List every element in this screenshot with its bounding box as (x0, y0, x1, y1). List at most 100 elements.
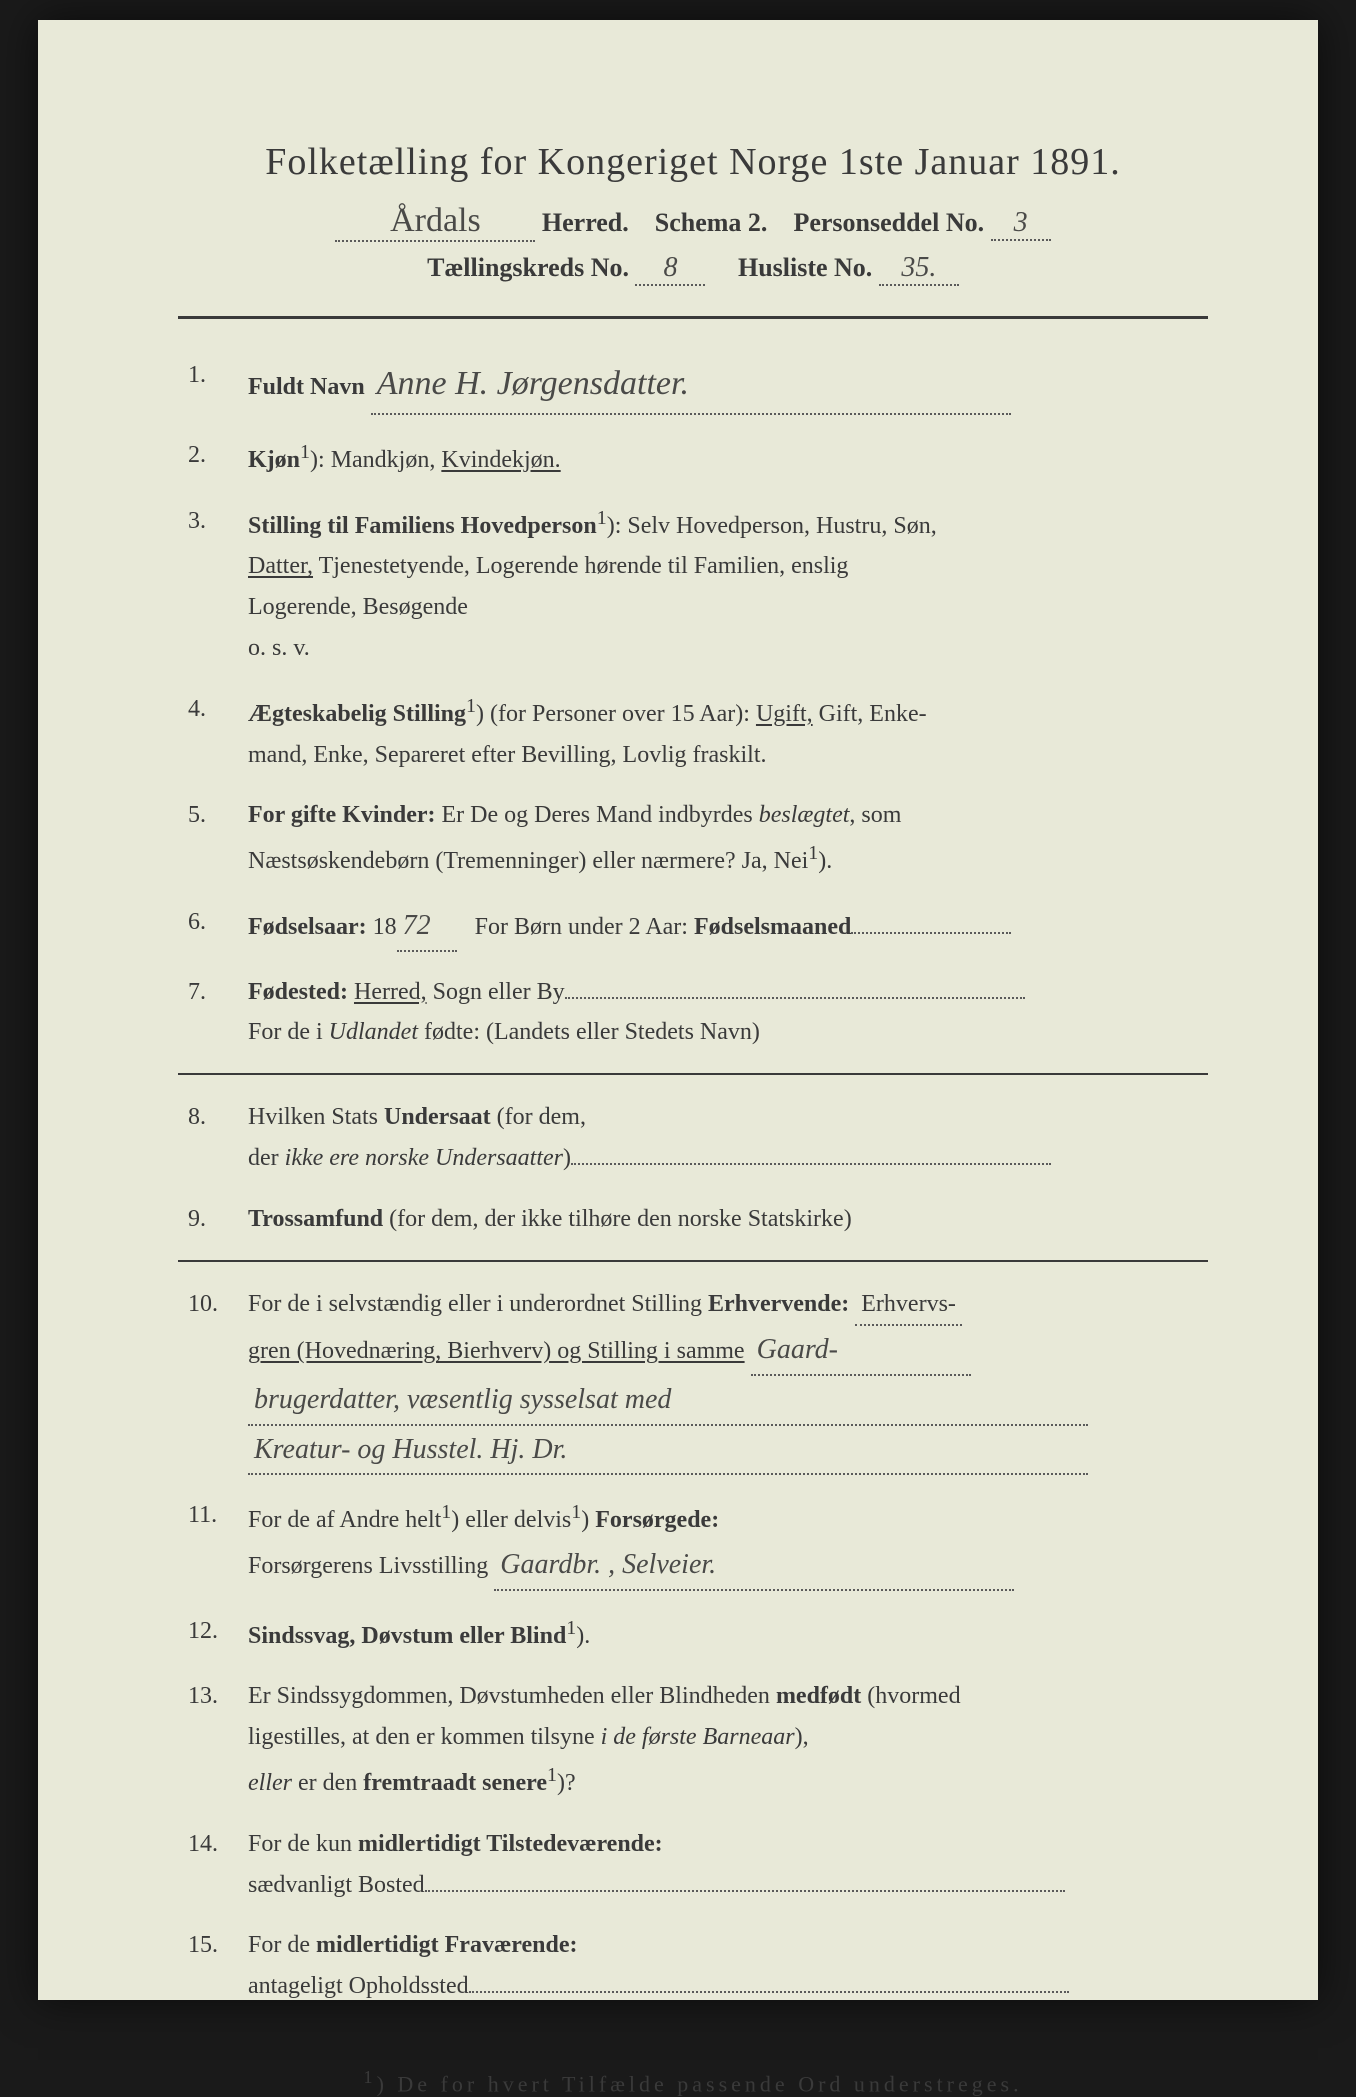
field-5: For gifte Kvinder: Er De og Deres Mand i… (188, 795, 1208, 882)
f8-b: Undersaat (384, 1104, 491, 1130)
f10-c: Erhvervs- (855, 1284, 962, 1327)
f2-label: Kjøn (248, 447, 300, 473)
f15-a: For de (248, 1932, 310, 1958)
f3-label: Stilling til Familiens Hovedperson (248, 513, 597, 539)
f6-blank (851, 932, 1011, 934)
field-13: Er Sindssygdommen, Døvstumheden eller Bl… (188, 1676, 1208, 1803)
f3-line2b: Tjenestetyende, Logerende hørende til Fa… (319, 553, 849, 579)
f4-line2: mand, Enke, Separeret efter Bevilling, L… (248, 742, 767, 768)
f4-paren: (for Personer over 15 Aar): (490, 701, 750, 727)
f11-b: eller delvis (465, 1507, 571, 1533)
herred-value: Årdals (335, 202, 535, 242)
f13-line2a: ligestilles, at den er kommen tilsyne (248, 1724, 595, 1750)
f10-a: For de i selvstændig eller i underordnet… (248, 1291, 702, 1317)
f13-line3a: eller (248, 1770, 292, 1796)
person-label: Personseddel No. (793, 208, 984, 237)
f8-line2b: ) (563, 1145, 571, 1171)
f1-label: Fuldt Navn (248, 374, 365, 400)
husliste-no: 35. (879, 252, 959, 286)
f11-c: Forsørgede: (595, 1507, 719, 1533)
f4-rest: Gift, Enke- (819, 701, 927, 727)
f11-a: For de af Andre helt (248, 1507, 441, 1533)
kreds-no: 8 (635, 252, 705, 286)
f4-ugift: Ugift, (756, 701, 813, 727)
field-11: For de af Andre helt1) eller delvis1) Fo… (188, 1495, 1208, 1590)
field-7: Fødested: Herred, Sogn eller By For de i… (188, 972, 1208, 1054)
f11-hand: Gaardbr. , Selveier. (494, 1541, 1014, 1591)
field-2: Kjøn1): Mandkjøn, Kvindekjøn. (188, 435, 1208, 481)
field-1: Fuldt Navn Anne H. Jørgensdatter. (188, 355, 1208, 415)
field-10: For de i selvstændig eller i underordnet… (188, 1284, 1208, 1476)
f10-b: Erhvervende: (708, 1291, 849, 1317)
f2-kvinde: Kvindekjøn. (441, 447, 560, 473)
divider-mid1 (178, 1073, 1208, 1075)
f11-line2: Forsørgerens Livsstilling (248, 1553, 488, 1579)
f3-text: Selv Hovedperson, Hustru, Søn, (627, 513, 936, 539)
f10-hand1: Gaard- (751, 1326, 971, 1376)
f14-blank (425, 1890, 1065, 1892)
f3-datter: Datter, (248, 553, 313, 579)
f13-c: (hvormed (867, 1683, 960, 1709)
field-14: For de kun midlertidigt Tilstedeværende:… (188, 1824, 1208, 1906)
subheader-line-2: Tællingskreds No. 8 Husliste No. 35. (178, 252, 1208, 286)
f10-hand3: Kreatur- og Husstel. Hj. Dr. (248, 1426, 1088, 1476)
f15-line2: antageligt Opholdssted (248, 1973, 469, 1999)
f5-text: Er De og Deres Mand indbyrdes (442, 802, 753, 828)
person-no: 3 (991, 207, 1051, 241)
f13-line3c: fremtraadt senere (363, 1770, 547, 1796)
f8-blank (571, 1163, 1051, 1165)
f5-line2: Næstsøskendebørn (Tremenninger) eller næ… (248, 848, 808, 874)
field-15: For de midlertidigt Fraværende: antageli… (188, 1925, 1208, 2007)
f6-year: 72 (397, 902, 457, 952)
f8-line2i: ikke ere norske Undersaatter (285, 1145, 563, 1171)
f6-prefix: 18 (373, 914, 397, 940)
f6-label: Fødselsaar: (248, 914, 367, 940)
field-list-3: For de i selvstændig eller i underordnet… (188, 1284, 1208, 2007)
f13-b: medfødt (776, 1683, 861, 1709)
field-list: Fuldt Navn Anne H. Jørgensdatter. Kjøn1)… (188, 355, 1208, 1053)
f2-mand: Mandkjøn, (331, 447, 436, 473)
footnote-sup: 1 (363, 2067, 376, 2087)
field-3: Stilling til Familiens Hovedperson1): Se… (188, 501, 1208, 669)
f5-label: For gifte Kvinder: (248, 802, 436, 828)
f15-blank (469, 1991, 1069, 1993)
f3-line4: o. s. v. (248, 635, 310, 661)
f13-line2b: ), (795, 1724, 809, 1750)
census-form-page: Folketælling for Kongeriget Norge 1ste J… (38, 20, 1318, 2000)
field-list-2: Hvilken Stats Undersaat (for dem, der ik… (188, 1097, 1208, 1239)
f15-b: midlertidigt Fraværende: (316, 1932, 578, 1958)
f1-value: Anne H. Jørgensdatter. (371, 355, 1011, 415)
field-9: Trossamfund (for dem, der ikke tilhøre d… (188, 1199, 1208, 1240)
f12-label: Sindssvag, Døvstum eller Blind (248, 1623, 566, 1649)
husliste-label: Husliste No. (738, 253, 872, 282)
f13-line2i: i de første Barneaar (601, 1724, 795, 1750)
footnote: 1) De for hvert Tilfælde passende Ord un… (178, 2067, 1208, 2097)
f3-line3: Logerende, Besøgende (248, 594, 468, 620)
f7-line2b: fødte: (Landets eller Stedets Navn) (424, 1019, 760, 1045)
f8-line2a: der (248, 1145, 279, 1171)
page-title: Folketælling for Kongeriget Norge 1ste J… (178, 140, 1208, 184)
f7-b: Sogn eller By (433, 979, 565, 1005)
field-6: Fødselsaar: 1872 For Børn under 2 Aar: F… (188, 902, 1208, 952)
schema-label: Schema 2. (655, 208, 768, 237)
f6-text: For Børn under 2 Aar: (475, 914, 688, 940)
divider-mid2 (178, 1260, 1208, 1262)
f7-line2a: For de i (248, 1019, 323, 1045)
field-12: Sindssvag, Døvstum eller Blind1). (188, 1611, 1208, 1657)
f10-hand2: brugerdatter, væsentlig sysselsat med (248, 1376, 1088, 1426)
f7-label: Fødested: (248, 979, 348, 1005)
f8-c: (for dem, (497, 1104, 586, 1130)
divider-top (178, 316, 1208, 319)
field-8: Hvilken Stats Undersaat (for dem, der ik… (188, 1097, 1208, 1179)
herred-label: Herred. (542, 208, 629, 237)
f5-i: beslægtet (759, 802, 850, 828)
subheader-line-1: Årdals Herred. Schema 2. Personseddel No… (178, 202, 1208, 242)
f9-text: (for dem, der ikke tilhøre den norske St… (389, 1206, 852, 1232)
f14-a: For de kun (248, 1831, 352, 1857)
f13-a: Er Sindssygdommen, Døvstumheden eller Bl… (248, 1683, 770, 1709)
f7-blank (565, 997, 1025, 999)
f14-line2: sædvanligt Bosted (248, 1872, 425, 1898)
f4-label: Ægteskabelig Stilling (248, 701, 466, 727)
f10-line2: gren (Hovednæring, Bierhverv) og Stillin… (248, 1338, 745, 1364)
f13-line3b: er den (298, 1770, 357, 1796)
